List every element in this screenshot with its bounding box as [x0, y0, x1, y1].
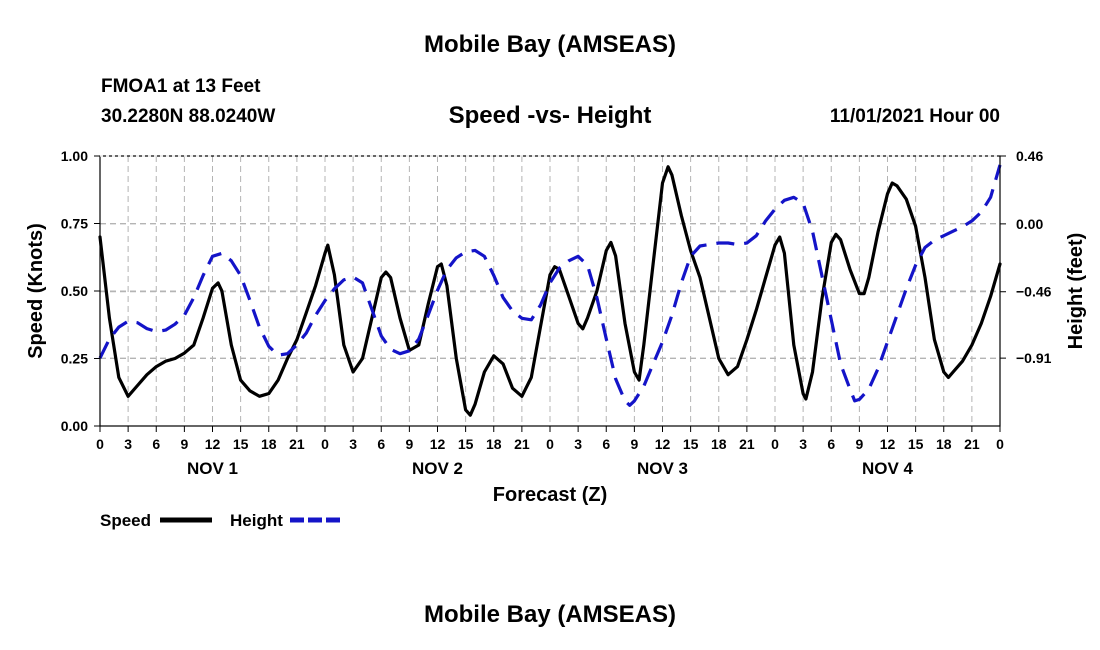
y-tick-label: 0.75: [61, 216, 88, 232]
y2-tick-label: −0.91: [1016, 350, 1052, 366]
station-label: FMOA1 at 13 Feet: [101, 76, 261, 97]
x-tick-label: 0: [996, 436, 1004, 452]
x-tick-label: 6: [827, 436, 835, 452]
y2-tick-label: 0.46: [1016, 148, 1043, 164]
x-tick-label: 12: [430, 436, 446, 452]
x-tick-label: 15: [908, 436, 924, 452]
x-tick-label: 12: [655, 436, 671, 452]
x-tick-label: 12: [205, 436, 221, 452]
x-tick-label: 3: [799, 436, 807, 452]
y-tick-label: 0.50: [61, 283, 88, 299]
x-tick-label: 0: [321, 436, 329, 452]
day-label: NOV 3: [637, 459, 688, 478]
x-tick-label: 21: [514, 436, 530, 452]
x-tick-label: 18: [936, 436, 952, 452]
chart-subtitle: Speed -vs- Height: [448, 102, 652, 129]
x-tick-label: 0: [96, 436, 104, 452]
x-tick-label: 0: [546, 436, 554, 452]
x-tick-label: 18: [711, 436, 727, 452]
legend: Speed Height: [100, 511, 342, 530]
x-tick-label: 6: [377, 436, 385, 452]
x-tick-label: 9: [855, 436, 863, 452]
x-axis-label: Forecast (Z): [493, 484, 607, 506]
x-tick-label: 6: [602, 436, 610, 452]
grid: [100, 155, 1000, 426]
x-tick-label: 21: [289, 436, 305, 452]
x-tick-label: 0: [771, 436, 779, 452]
coordinates-label: 30.2280N 88.0240W: [101, 106, 276, 127]
x-tick-label: 21: [964, 436, 980, 452]
bottom-title: Mobile Bay (AMSEAS): [423, 601, 677, 628]
series-layer: [98, 164, 1002, 417]
y2-tick-label: −0.46: [1016, 284, 1052, 300]
speed-series-line: [98, 165, 1002, 417]
day-label: NOV 1: [187, 459, 238, 478]
x-tick-label: 3: [124, 436, 132, 452]
chart-title: Mobile Bay (AMSEAS): [423, 31, 677, 58]
x-tick-label: 15: [458, 436, 474, 452]
y2-tick-label: 0.00: [1016, 216, 1043, 232]
x-tick-label: 15: [233, 436, 249, 452]
day-label: NOV 2: [412, 459, 463, 478]
axes: 0 3 6 9 12 15 18 21 0 3 6 9 12 15 18 21 0 3 6 9 12 15 18 21 0 3 6 9…: [61, 148, 1052, 478]
x-tick-label: 18: [261, 436, 277, 452]
x-tick-label: 12: [880, 436, 896, 452]
x-tick-label: 3: [574, 436, 582, 452]
y-tick-label: 0.25: [61, 351, 88, 367]
x-tick-label: 21: [739, 436, 755, 452]
y2-axis-label: Height (feet): [1065, 233, 1087, 350]
height-series-line: [98, 164, 1002, 407]
x-tick-label: 6: [152, 436, 160, 452]
x-tick-label: 18: [486, 436, 502, 452]
x-tick-label: 9: [405, 436, 413, 452]
legend-label: Height: [230, 511, 283, 530]
x-tick-label: 15: [683, 436, 699, 452]
x-tick-label: 9: [630, 436, 638, 452]
forecast-date: 11/01/2021 Hour 00: [829, 106, 1000, 127]
y-tick-label: 0.00: [61, 418, 88, 434]
x-tick-label: 3: [349, 436, 357, 452]
day-label: NOV 4: [862, 459, 914, 478]
y-axis-label: Speed (Knots): [25, 223, 47, 359]
x-tick-label: 9: [180, 436, 188, 452]
legend-label: Speed: [100, 511, 151, 530]
y-tick-label: 1.00: [61, 148, 88, 164]
